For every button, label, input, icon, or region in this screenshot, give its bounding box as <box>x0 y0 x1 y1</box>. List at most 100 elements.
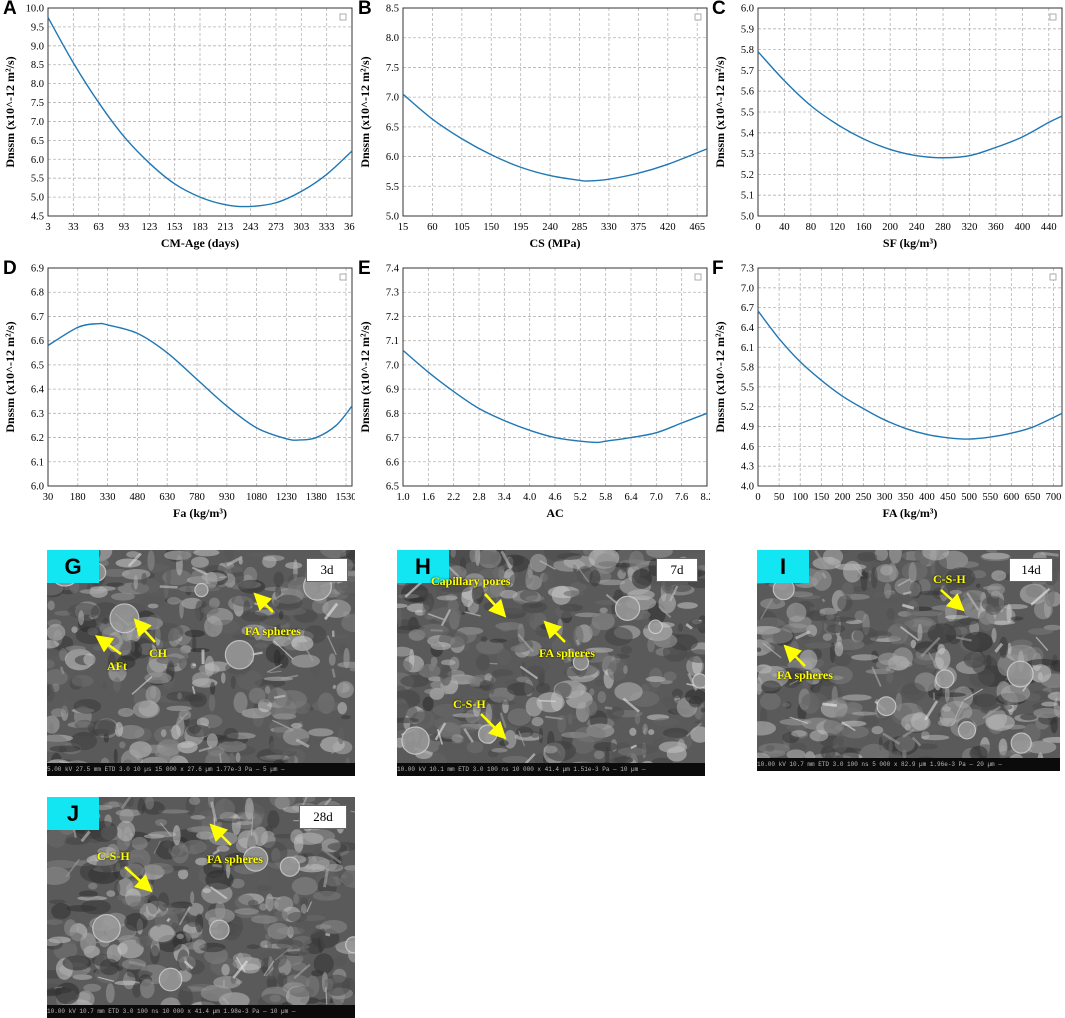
y-tick-label: 6.8 <box>386 409 399 420</box>
y-tick-label: 5.1 <box>741 191 754 202</box>
y-tick-label: 5.3 <box>741 149 754 160</box>
x-tick-label: 2.2 <box>447 492 460 503</box>
x-tick-label: 300 <box>877 492 893 503</box>
x-axis-label: Fa (kg/m³) <box>173 506 227 520</box>
x-tick-label: 1.6 <box>422 492 435 503</box>
y-tick-label: 6.5 <box>31 360 44 371</box>
x-tick-label: 450 <box>940 492 956 503</box>
y-tick-label: 7.2 <box>386 312 399 323</box>
sem-info-bar-i: 10.00 kV 10.7 mm ETD 3.0 100 ns 5 000 x … <box>757 758 1060 771</box>
x-tick-label: 2.8 <box>472 492 485 503</box>
y-tick-label: 6.5 <box>31 136 44 147</box>
x-tick-label: 153 <box>167 222 183 233</box>
x-tick-label: 285 <box>572 222 588 233</box>
x-axis-label: CM-Age (days) <box>161 236 239 250</box>
x-tick-label: 160 <box>856 222 872 233</box>
sem-annotation-csh: C-S-H <box>933 572 966 586</box>
y-tick-label: 6.0 <box>31 155 44 166</box>
x-tick-label: 250 <box>856 492 872 503</box>
y-tick-label: 8.0 <box>386 33 399 44</box>
series-line <box>402 349 708 444</box>
sem-annotation-fa-spheres: FA spheres <box>539 646 595 660</box>
y-tick-label: 7.4 <box>386 264 400 275</box>
x-tick-label: 105 <box>454 222 470 233</box>
panel-letter-e: E <box>358 258 371 279</box>
y-tick-label: 6.0 <box>741 4 754 15</box>
y-tick-label: 5.7 <box>741 66 754 77</box>
sem-panel-letter-h: H <box>397 550 449 583</box>
sem-annotation-fa-spheres: FA spheres <box>207 852 263 866</box>
y-tick-label: 6.2 <box>31 433 44 444</box>
x-tick-label: 50 <box>774 492 785 503</box>
y-tick-label: 8.5 <box>386 4 399 15</box>
y-tick-label: 5.9 <box>741 24 754 35</box>
y-axis-label: Dnssm (x10^-12 m²/s) <box>3 56 17 167</box>
x-tick-label: 600 <box>1003 492 1019 503</box>
x-tick-label: 1.0 <box>396 492 409 503</box>
y-axis-label: Dnssm (x10^-12 m²/s) <box>3 321 17 432</box>
legend-marker <box>339 273 347 281</box>
y-tick-label: 5.5 <box>741 382 754 393</box>
x-tick-label: 320 <box>962 222 978 233</box>
panel-letter-f: F <box>712 258 724 279</box>
x-tick-label: 280 <box>935 222 951 233</box>
x-tick-label: 303 <box>293 222 309 233</box>
x-tick-label: 4.0 <box>523 492 536 503</box>
y-tick-label: 4.0 <box>741 482 754 493</box>
x-tick-label: 40 <box>779 222 790 233</box>
x-tick-label: 4.6 <box>548 492 561 503</box>
sem-age-label-h: 7d <box>656 558 698 582</box>
x-tick-label: 123 <box>141 222 157 233</box>
x-tick-label: 5.2 <box>574 492 587 503</box>
x-tick-label: 700 <box>1046 492 1062 503</box>
y-tick-label: 7.5 <box>386 63 399 74</box>
y-tick-label: 5.6 <box>741 87 754 98</box>
legend-marker <box>1049 13 1057 21</box>
x-tick-label: 1230 <box>276 492 297 503</box>
y-tick-label: 4.5 <box>31 212 44 223</box>
y-tick-label: 6.5 <box>386 122 399 133</box>
plot-frame <box>757 7 1063 217</box>
x-tick-label: 0 <box>755 222 760 233</box>
x-tick-label: 480 <box>130 492 146 503</box>
y-axis-label: Dnssm (x10^-12 m²/s) <box>358 321 372 432</box>
x-axis-label: SF (kg/m³) <box>883 236 937 250</box>
x-axis-label: CS (MPa) <box>530 236 581 250</box>
y-tick-label: 5.2 <box>741 170 754 181</box>
x-tick-label: 400 <box>919 492 935 503</box>
y-tick-label: 6.6 <box>31 336 44 347</box>
x-tick-label: 150 <box>483 222 499 233</box>
y-tick-label: 7.0 <box>386 93 399 104</box>
panel-letter-d: D <box>3 258 17 279</box>
x-tick-label: 440 <box>1041 222 1057 233</box>
x-tick-label: 465 <box>689 222 705 233</box>
x-tick-label: 0 <box>755 492 760 503</box>
legend-marker <box>339 13 347 21</box>
series-line <box>757 51 1063 159</box>
x-tick-label: 780 <box>189 492 205 503</box>
y-tick-label: 7.0 <box>741 283 754 294</box>
y-tick-label: 8.5 <box>31 60 44 71</box>
plot-frame <box>402 267 708 487</box>
x-tick-label: 375 <box>630 222 646 233</box>
chart-d: 30 180 330 480 630 780 930 1080 1230 1380 1530 6.0 6… <box>3 264 355 521</box>
y-tick-label: 5.0 <box>31 193 44 204</box>
y-tick-label: 6.8 <box>31 288 44 299</box>
y-tick-label: 7.3 <box>741 264 754 275</box>
x-axis-label: FA (kg/m³) <box>882 506 937 520</box>
y-tick-label: 7.0 <box>386 360 399 371</box>
series-line <box>402 93 708 182</box>
legend-marker <box>1049 273 1057 281</box>
panel-letter-c: C <box>712 0 726 19</box>
sem-info-bar-h: 10.00 kV 10.1 mm ETD 3.0 100 ns 10 000 x… <box>397 763 705 776</box>
y-tick-label: 7.1 <box>386 336 399 347</box>
x-tick-label: 8.2 <box>700 492 710 503</box>
x-tick-label: 273 <box>268 222 284 233</box>
chart-c: 0 40 80 120 160 200 240 280 320 360 400 440 5.0 5.1 5.… <box>713 4 1063 250</box>
y-tick-label: 5.8 <box>741 45 754 56</box>
x-tick-label: 3.4 <box>498 492 512 503</box>
y-axis-label: Dnssm (x10^-12 m²/s) <box>713 56 727 167</box>
x-tick-label: 7.6 <box>675 492 688 503</box>
plot-frame <box>757 267 1063 487</box>
series-line <box>47 322 353 441</box>
